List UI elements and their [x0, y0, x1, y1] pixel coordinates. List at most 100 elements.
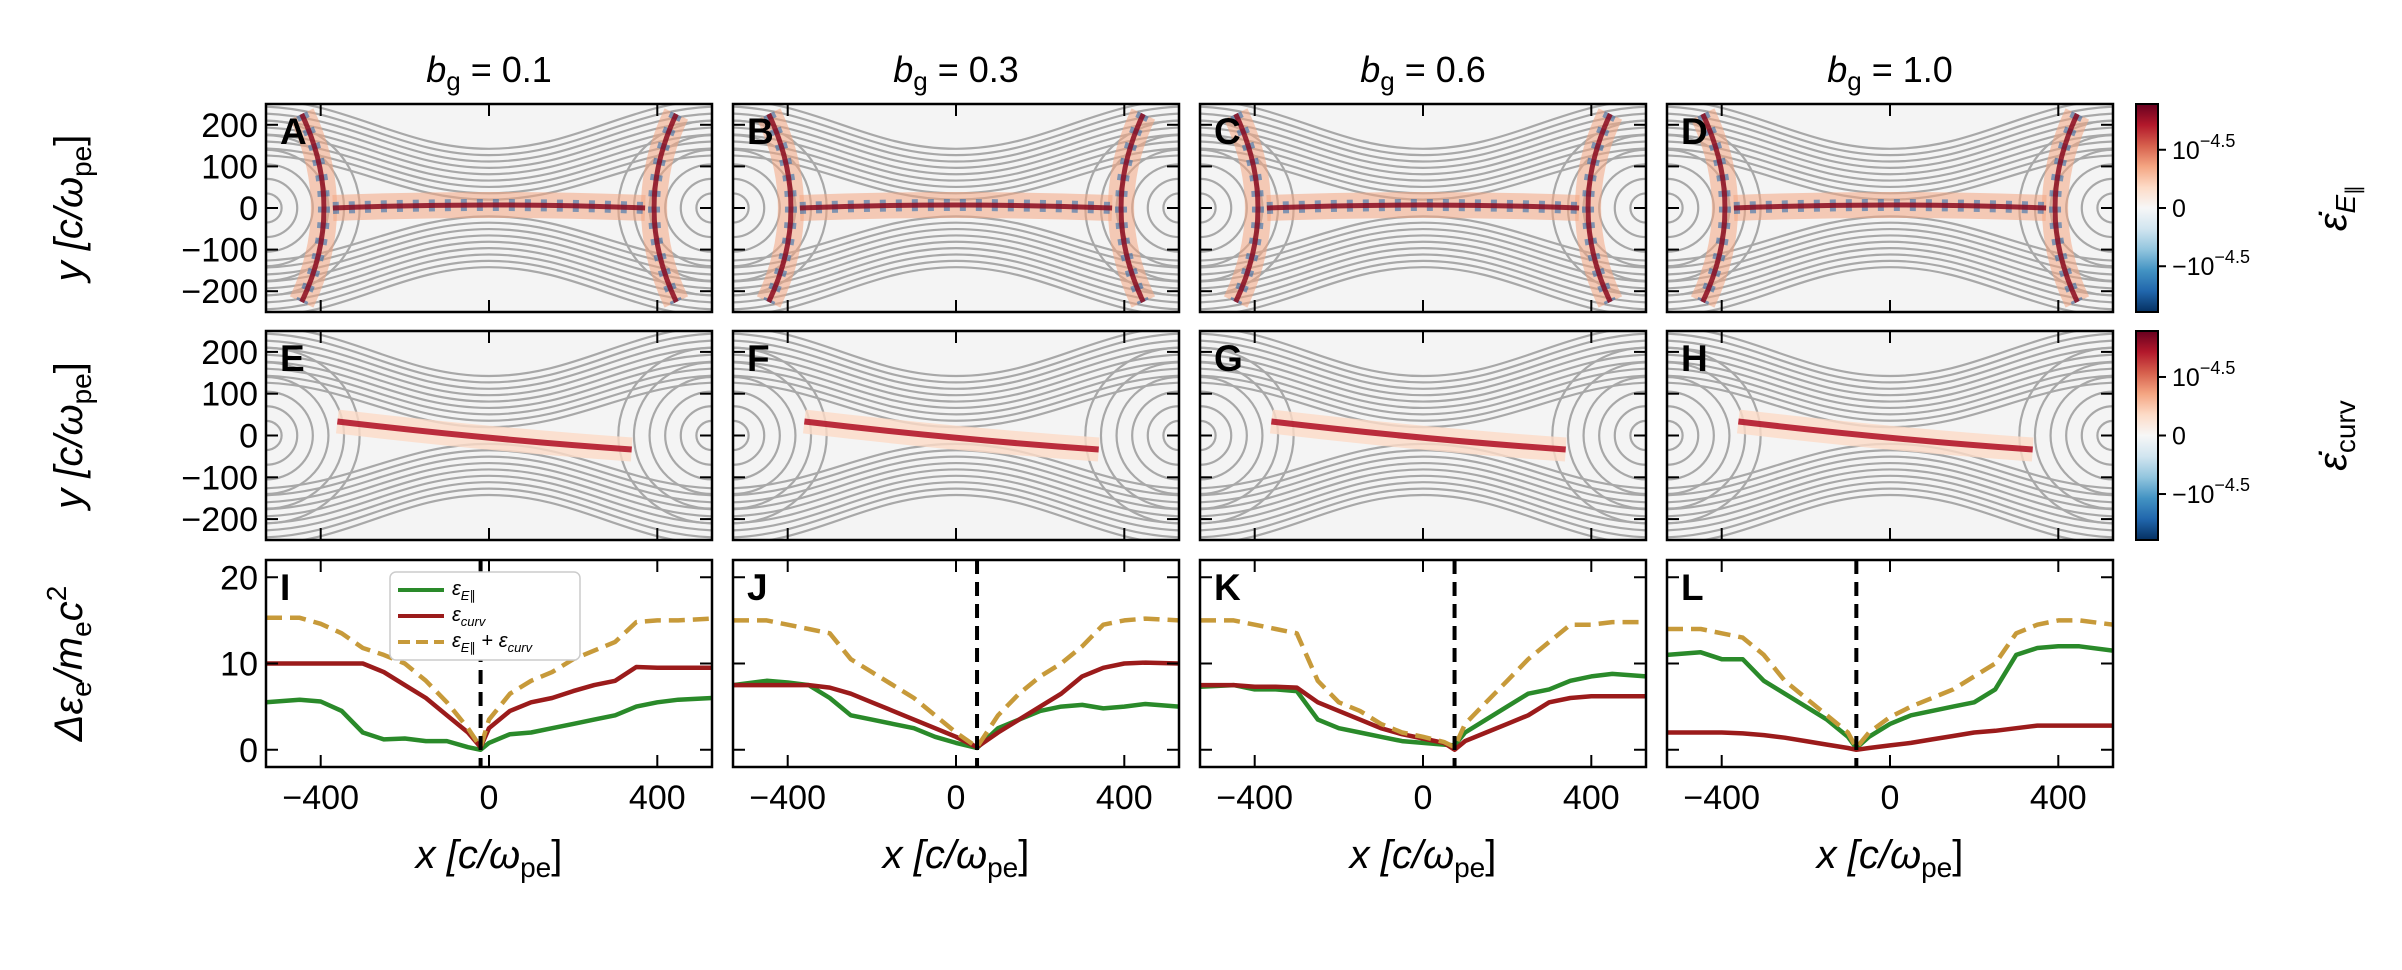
field-loop	[632, 361, 712, 510]
y-axis-title: y [c/ωpe]	[47, 135, 97, 285]
field-loop	[266, 192, 283, 224]
field-line	[1667, 259, 2113, 311]
colorbar-tick-text: 10	[2172, 137, 2200, 165]
axis-title-close: ]	[1018, 833, 1029, 877]
x-tick-label: 0	[480, 779, 499, 817]
series-line-sum	[1200, 618, 1646, 750]
column-title-value: = 0.3	[928, 49, 1019, 90]
field-line	[1667, 221, 2113, 269]
field-line	[266, 105, 712, 157]
axis-title-sub: e	[66, 681, 97, 697]
heat-features	[1269, 409, 1567, 462]
field-line	[1200, 119, 1646, 169]
heat-features	[1690, 108, 2090, 308]
colorbar-tick-label: 10−4.5	[2172, 358, 2235, 392]
panel-row2-col1: E 200 100 0−100 −200	[181, 329, 714, 542]
column-title-subscript: g	[913, 66, 927, 96]
field-loop	[2049, 375, 2113, 496]
column-title-symbol: b	[893, 49, 913, 90]
colorbar-tick-text: 0	[2172, 423, 2186, 451]
legend-label: ε	[452, 578, 462, 600]
legend-sub: curv	[461, 614, 487, 629]
field-line	[1667, 339, 2113, 390]
panel-grid: A2001000−100−200E2001000−100−200I01020−4…	[181, 102, 2115, 817]
field-line	[733, 353, 1179, 403]
field-loop	[1146, 177, 1179, 239]
axis-title-sup: 2	[41, 586, 72, 602]
field-line	[266, 119, 712, 169]
field-line	[1200, 449, 1646, 497]
field-line	[1697, 331, 2083, 378]
y-tick-label: −100	[181, 232, 258, 270]
y-tick-label: 0	[239, 732, 258, 770]
x-axis-title-2: x [c/ωpe]	[881, 833, 1030, 883]
field-line	[1667, 126, 2113, 176]
heat-band-red	[651, 112, 679, 304]
axis-title-close: ]	[1485, 833, 1496, 877]
column-title-symbol: b	[1827, 49, 1847, 90]
series-line-sum	[266, 615, 712, 750]
axis-title-main: Δε	[47, 695, 91, 742]
field-line	[733, 253, 1179, 304]
heat-features	[335, 409, 633, 462]
x-tick-label: 400	[629, 779, 686, 817]
column-title-3: bg = 0.6	[1360, 49, 1486, 96]
series-group	[1667, 618, 2113, 753]
field-line	[296, 104, 682, 150]
y-axis-title-energy: Δεe/mec2	[41, 586, 97, 743]
field-line	[1667, 481, 2113, 532]
field-loop	[695, 192, 712, 224]
colorbar-tick-text: −10	[2172, 481, 2214, 509]
y-tick-label: −200	[181, 501, 258, 539]
heat-features	[802, 409, 1100, 462]
axis-title-main: y	[47, 258, 91, 284]
field-line	[266, 227, 712, 276]
y-axis-titles: y [c/ωpe]y [c/ωpe]Δεe/mec2	[41, 135, 97, 743]
axis-title-close: ]	[47, 135, 91, 146]
axis-title-sub: e	[66, 621, 97, 637]
field-line	[1697, 104, 2083, 150]
field-loop	[733, 390, 781, 481]
y-tick-label: 0	[239, 418, 258, 456]
y-tick-label: 100	[201, 376, 258, 414]
field-line	[1200, 140, 1646, 189]
column-title-4: bg = 1.0	[1827, 49, 1953, 96]
field-line	[1230, 266, 1616, 312]
field-line	[1667, 455, 2113, 504]
series-line-E_par	[733, 678, 1179, 751]
field-line	[266, 221, 712, 269]
field-line	[266, 253, 712, 304]
field-line	[296, 266, 682, 312]
colorbar-label-main: ε̇	[2311, 211, 2355, 232]
field-line	[1200, 221, 1646, 269]
axis-title-mid: /m	[47, 637, 91, 684]
field-loop	[1629, 419, 1646, 452]
heat-features	[289, 108, 689, 308]
field-line	[733, 140, 1179, 189]
field-lines	[733, 331, 1179, 540]
colorbar-tick-exp: −4.5	[2214, 247, 2250, 267]
series-group	[733, 616, 1179, 751]
field-line	[733, 346, 1179, 397]
field-line	[1667, 474, 2113, 525]
field-line	[1200, 353, 1646, 403]
x-tick-label: −400	[282, 779, 359, 817]
colorbar-label-sub: E	[2330, 195, 2361, 214]
field-lines	[1200, 331, 1646, 540]
field-line	[733, 481, 1179, 532]
axis-title-sub: pe	[1454, 852, 1485, 883]
field-line	[733, 374, 1179, 422]
field-line	[266, 374, 712, 422]
panel-letter: H	[1681, 338, 1708, 379]
x-tick-label: 400	[1096, 779, 1153, 817]
field-line	[733, 247, 1179, 297]
legend-entry: εE∥ + εcurv	[452, 630, 534, 655]
panel-row2-col4: H	[1665, 329, 2115, 542]
heat-band-red	[337, 418, 632, 453]
field-line	[1667, 367, 2113, 416]
panel-letter: G	[1214, 338, 1243, 379]
field-line	[733, 240, 1179, 290]
field-line	[733, 468, 1179, 518]
